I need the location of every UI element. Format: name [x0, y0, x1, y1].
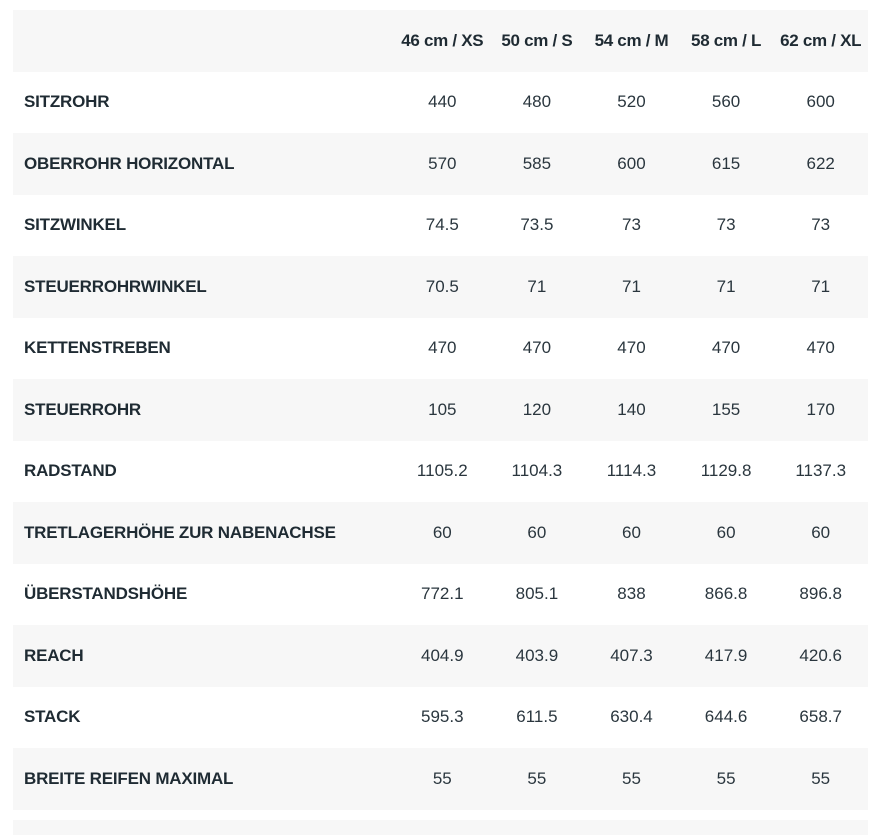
cell-value: 1137.3: [795, 461, 847, 481]
cell-value: 71: [811, 276, 831, 296]
cell-value: 60: [716, 522, 736, 542]
table-row: OBERROHR HORIZONTAL 570 585 600 615 622: [13, 133, 868, 195]
cell-value: 73: [811, 215, 831, 235]
table-row: ÜBERSTANDSHÖHE 772.1 805.1 838 866.8 896…: [13, 564, 868, 626]
cell-value: 630.4: [610, 707, 653, 727]
row-label: ÜBERSTANDSHÖHE: [24, 584, 188, 604]
cell-value: 55: [622, 768, 641, 788]
row-label: STACK: [24, 707, 81, 727]
cell-value: 404.9: [421, 645, 464, 665]
cell-value: 470: [806, 338, 835, 358]
cell-value: 585: [522, 153, 552, 173]
cell-value: 470: [428, 338, 457, 358]
cell-value: 896.8: [799, 584, 842, 604]
row-label: RADSTAND: [24, 461, 117, 481]
cell-value: 155: [711, 399, 741, 419]
cell-value: 60: [527, 522, 547, 542]
header-size-xs: 46 cm / XS: [401, 30, 484, 50]
cell-value: 417.9: [704, 645, 748, 665]
cell-value: 658.7: [799, 707, 842, 727]
cell-value: 73: [716, 215, 736, 235]
table-row: SITZWINKEL 74.5 73.5 73 73 73: [13, 195, 868, 257]
header-size-m: 54 cm / M: [594, 30, 669, 50]
header-size-xl: 62 cm / XL: [780, 30, 862, 50]
cell-value: 420.6: [799, 645, 842, 665]
cell-value: 470: [522, 338, 552, 358]
cell-value: 470: [617, 338, 646, 358]
cell-value: 55: [811, 768, 831, 788]
row-label: SITZWINKEL: [24, 215, 126, 235]
cell-value: 470: [711, 338, 741, 358]
cell-value: 71: [622, 276, 641, 296]
table-row: STEUERROHR 105 120 140 155 170: [13, 379, 868, 441]
table-bottom-band: [13, 820, 868, 835]
cell-value: 560: [711, 92, 741, 112]
cell-value: 60: [811, 522, 831, 542]
cell-value: 55: [432, 768, 452, 788]
header-size-l: 58 cm / L: [691, 30, 762, 50]
table-row: BREITE REIFEN MAXIMAL 55 55 55 55 55: [13, 748, 868, 810]
cell-value: 55: [527, 768, 547, 788]
cell-value: 120: [522, 399, 552, 419]
cell-value: 866.8: [704, 584, 748, 604]
cell-value: 570: [428, 153, 457, 173]
header-empty-cell: [13, 10, 395, 72]
table-row: TRETLAGERHÖHE ZUR NABENACHSE 60 60 60 60…: [13, 502, 868, 564]
row-label: STEUERROHRWINKEL: [24, 276, 207, 296]
cell-value: 140: [617, 399, 646, 419]
row-label: BREITE REIFEN MAXIMAL: [24, 768, 234, 788]
table-row: KETTENSTREBEN 470 470 470 470 470: [13, 318, 868, 380]
cell-value: 838: [617, 584, 646, 604]
cell-value: 1114.3: [606, 461, 657, 481]
cell-value: 407.3: [610, 645, 653, 665]
cell-value: 644.6: [704, 707, 748, 727]
header-size-s: 50 cm / S: [501, 30, 573, 50]
row-label: OBERROHR HORIZONTAL: [24, 153, 235, 173]
geometry-table: 46 cm / XS 50 cm / S 54 cm / M 58 cm / L…: [13, 10, 868, 810]
cell-value: 600: [806, 92, 835, 112]
row-label: STEUERROHR: [24, 399, 142, 419]
cell-value: 403.9: [515, 645, 559, 665]
cell-value: 772.1: [421, 584, 464, 604]
cell-value: 105: [428, 399, 457, 419]
cell-value: 805.1: [515, 584, 559, 604]
cell-value: 440: [428, 92, 457, 112]
table-row: SITZROHR 440 480 520 560 600: [13, 72, 868, 134]
cell-value: 73.5: [520, 215, 554, 235]
table-row: RADSTAND 1105.2 1104.3 1114.3 1129.8 113…: [13, 441, 868, 503]
cell-value: 520: [617, 92, 646, 112]
cell-value: 595.3: [421, 707, 464, 727]
cell-value: 71: [527, 276, 547, 296]
cell-value: 1129.8: [700, 461, 752, 481]
row-label: REACH: [24, 645, 84, 665]
cell-value: 622: [806, 153, 835, 173]
cell-value: 60: [432, 522, 452, 542]
cell-value: 60: [622, 522, 641, 542]
cell-value: 611.5: [516, 707, 558, 727]
cell-value: 73: [622, 215, 641, 235]
table-row: STACK 595.3 611.5 630.4 644.6 658.7: [13, 687, 868, 749]
table-header-row: 46 cm / XS 50 cm / S 54 cm / M 58 cm / L…: [13, 10, 868, 72]
row-label: SITZROHR: [24, 92, 110, 112]
cell-value: 615: [711, 153, 741, 173]
cell-value: 480: [522, 92, 552, 112]
cell-value: 1104.3: [511, 461, 563, 481]
cell-value: 71: [716, 276, 736, 296]
cell-value: 70.5: [425, 276, 459, 296]
cell-value: 1105.2: [416, 461, 468, 481]
cell-value: 55: [716, 768, 736, 788]
row-label: TRETLAGERHÖHE ZUR NABENACHSE: [24, 522, 336, 542]
cell-value: 170: [806, 399, 835, 419]
cell-value: 74.5: [425, 215, 459, 235]
table-row: REACH 404.9 403.9 407.3 417.9 420.6: [13, 625, 868, 687]
cell-value: 600: [617, 153, 646, 173]
table-row: STEUERROHRWINKEL 70.5 71 71 71 71: [13, 256, 868, 318]
row-label: KETTENSTREBEN: [24, 338, 171, 358]
